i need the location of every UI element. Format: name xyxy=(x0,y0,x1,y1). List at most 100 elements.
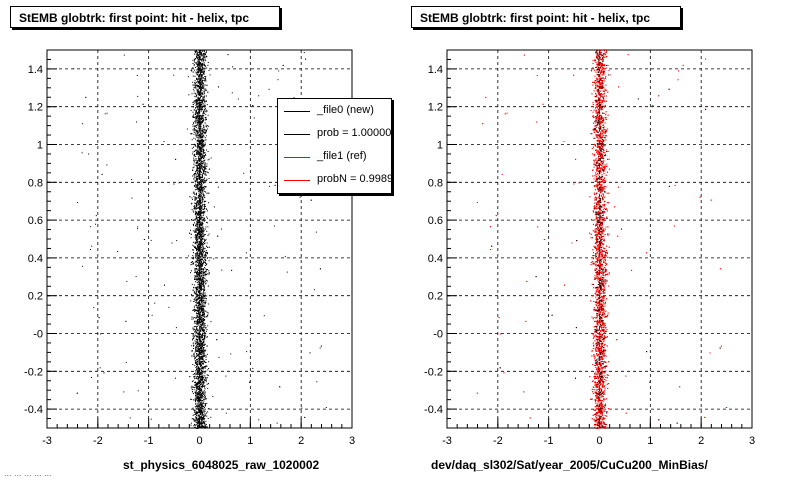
scatter-point xyxy=(199,134,201,136)
scatter-point xyxy=(199,92,201,93)
scatter-point xyxy=(199,235,201,237)
scatter-point xyxy=(197,299,199,301)
scatter-point xyxy=(196,200,198,202)
scatter-point xyxy=(197,347,199,349)
scatter-point xyxy=(198,195,199,197)
scatter-point xyxy=(200,358,202,360)
scatter-point xyxy=(202,150,204,152)
scatter-point xyxy=(203,145,205,147)
scatter-point xyxy=(319,347,321,349)
scatter-point xyxy=(195,385,197,387)
scatter-point xyxy=(200,86,202,88)
scatter-point xyxy=(201,315,203,317)
scatter-point xyxy=(195,349,197,351)
scatter-point xyxy=(193,185,195,187)
scatter-point xyxy=(199,172,201,174)
scatter-point xyxy=(195,338,197,340)
scatter-point xyxy=(202,414,204,416)
scatter-point xyxy=(197,319,199,321)
scatter-point xyxy=(194,253,196,255)
scatter-point xyxy=(192,230,194,232)
scatter-point xyxy=(203,400,205,402)
scatter-point xyxy=(203,118,205,120)
scatter-point xyxy=(204,228,206,230)
scatter-point xyxy=(193,155,195,157)
scatter-point xyxy=(195,350,197,352)
scatter-point xyxy=(198,346,200,348)
scatter-point xyxy=(196,89,198,91)
scatter-point xyxy=(196,249,198,250)
scatter-point xyxy=(202,381,204,383)
scatter-point xyxy=(197,71,199,73)
scatter-point xyxy=(178,182,180,184)
scatter-point xyxy=(136,75,138,76)
scatter-point xyxy=(198,389,200,391)
scatter-point xyxy=(198,124,200,126)
scatter-point xyxy=(142,103,144,105)
scatter-point xyxy=(201,265,203,267)
scatter-point xyxy=(199,52,201,54)
scatter-point xyxy=(200,402,202,404)
scatter-point xyxy=(199,148,201,150)
scatter-point xyxy=(198,272,200,274)
scatter-point xyxy=(205,118,207,120)
scatter-point xyxy=(196,72,198,74)
scatter-point xyxy=(95,223,96,225)
scatter-point xyxy=(203,315,205,317)
scatter-point xyxy=(201,143,203,145)
scatter-point xyxy=(200,400,202,402)
scatter-point xyxy=(203,318,205,320)
scatter-point xyxy=(202,334,204,336)
scatter-point xyxy=(205,208,207,210)
scatter-point xyxy=(200,415,202,417)
scatter-point xyxy=(202,67,204,69)
scatter-point xyxy=(200,124,202,126)
scatter-point xyxy=(199,133,200,135)
scatter-point xyxy=(195,330,197,332)
scatter-point xyxy=(201,286,202,288)
scatter-point xyxy=(193,178,195,180)
scatter-point xyxy=(191,381,193,382)
scatter-point xyxy=(200,212,201,214)
scatter-point xyxy=(199,153,200,154)
scatter-point xyxy=(202,129,204,131)
scatter-point xyxy=(194,374,196,376)
scatter-point xyxy=(198,414,200,416)
scatter-point xyxy=(196,235,198,237)
scatter-point xyxy=(200,96,201,98)
scatter-point xyxy=(199,300,201,302)
scatter-point xyxy=(199,59,201,61)
scatter-point xyxy=(204,366,206,367)
scatter-point xyxy=(195,392,197,394)
scatter-point xyxy=(197,341,199,343)
scatter-point xyxy=(204,142,206,144)
scatter-point xyxy=(206,426,208,428)
scatter-point xyxy=(201,385,203,387)
scatter-point xyxy=(195,114,196,116)
scatter-point xyxy=(196,413,198,415)
scatter-point xyxy=(201,239,203,241)
scatter-point xyxy=(194,410,196,412)
scatter-point xyxy=(198,425,200,427)
scatter-point xyxy=(197,65,199,67)
scatter-point xyxy=(201,76,203,78)
scatter-point xyxy=(203,235,205,237)
scatter-point xyxy=(204,271,206,273)
scatter-point xyxy=(196,386,198,388)
scatter-point xyxy=(196,242,198,243)
scatter-point xyxy=(194,128,195,130)
scatter-point xyxy=(198,383,200,385)
scatter-point xyxy=(207,312,209,314)
scatter-point xyxy=(201,380,203,382)
scatter-point xyxy=(204,327,206,329)
scatter-point xyxy=(192,129,194,131)
scatter-point xyxy=(197,255,198,257)
scatter-point xyxy=(202,378,204,380)
scatter-point xyxy=(190,110,192,111)
scatter-point xyxy=(202,88,204,90)
scatter-point xyxy=(198,90,200,92)
scatter-point xyxy=(197,219,199,221)
scatter-point xyxy=(195,393,197,395)
scatter-point xyxy=(200,422,202,424)
scatter-point xyxy=(205,135,207,137)
